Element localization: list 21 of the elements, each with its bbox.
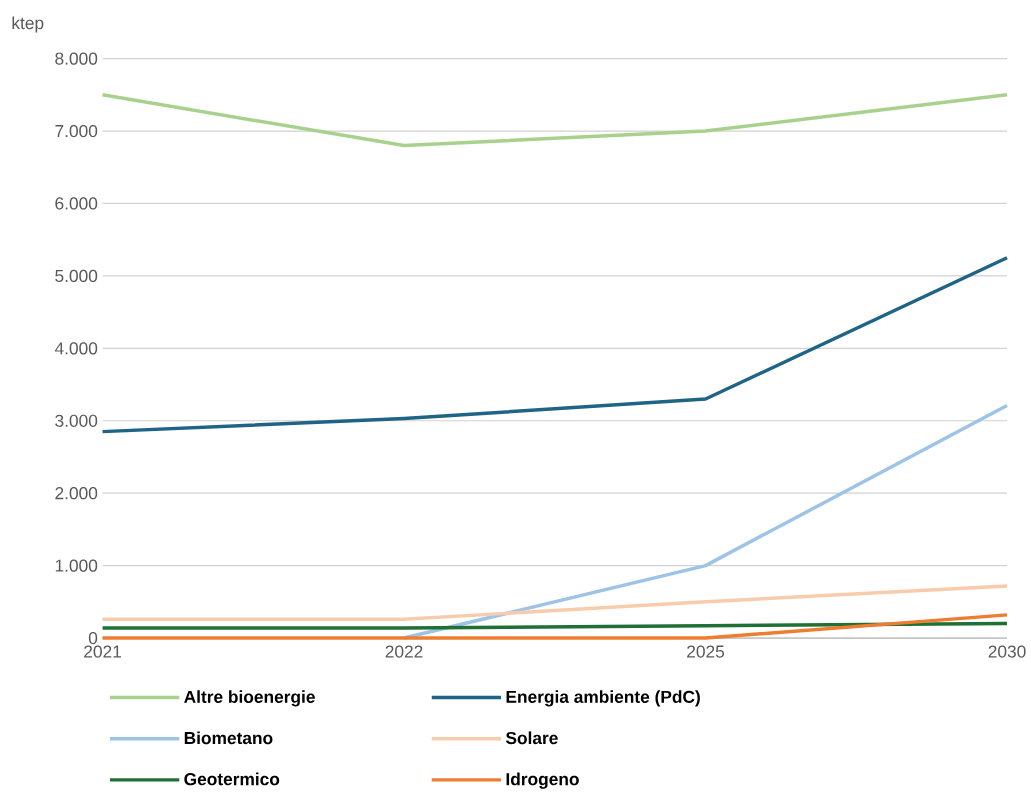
x-tick-label: 2025	[687, 645, 725, 658]
y-tick-label: 0	[88, 631, 98, 645]
y-axis-title: ktep	[12, 16, 44, 33]
legend-label: Geotermico	[184, 772, 280, 786]
y-tick-label: 2.000	[55, 487, 98, 500]
y-tick-label: 8.000	[55, 52, 98, 65]
legend-label: Idrogeno	[506, 772, 579, 789]
line-series	[100, 256, 1009, 434]
legend-label: Energia ambiente (PdC)	[506, 690, 700, 707]
y-tick-label: 4.000	[54, 342, 98, 355]
y-tick-label: 6.000	[55, 197, 98, 210]
x-tick-label: 2021	[84, 645, 121, 658]
y-tick-label: 5.000	[55, 269, 98, 283]
legend-label: Solare	[505, 731, 558, 745]
y-tick-label: 1.000	[55, 559, 98, 572]
y-tick-label: 3.000	[55, 414, 98, 427]
x-tick-label: 2030	[988, 645, 1026, 658]
legend-label: Biometano	[184, 731, 273, 745]
legend-label: Altre bioenergie	[184, 690, 315, 707]
y-tick-label: 7.000	[55, 124, 98, 138]
x-tick-label: 2022	[385, 645, 423, 658]
